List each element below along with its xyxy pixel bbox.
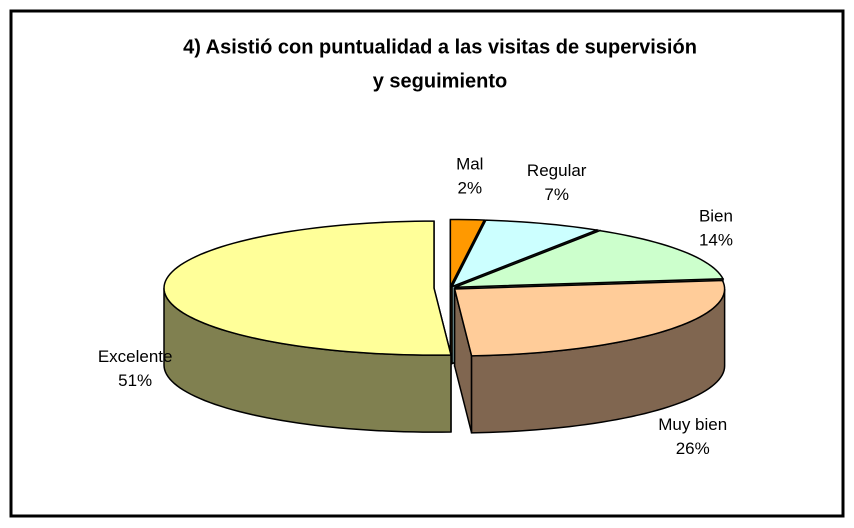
- slice-value-label: 2%: [457, 179, 482, 198]
- slice: [163, 220, 452, 356]
- slice-value-label: 14%: [699, 230, 733, 249]
- chart-title: y seguimiento: [373, 70, 507, 92]
- chart-title: 4) Asistió con puntualidad a las visitas…: [183, 36, 697, 58]
- slice-label: Regular: [527, 161, 587, 180]
- slice: [454, 229, 725, 288]
- pie-tops: [163, 218, 726, 357]
- slice: [449, 218, 486, 287]
- slice-value-label: 7%: [544, 185, 569, 204]
- slice: [450, 219, 600, 289]
- slice-label: Mal: [456, 155, 483, 174]
- slice-label: Muy bien: [658, 415, 727, 434]
- slice-value-label: 51%: [118, 371, 152, 390]
- slice: [453, 279, 726, 357]
- slice-label: Bien: [699, 206, 733, 225]
- slice-value-label: 26%: [676, 439, 710, 458]
- slice-label: Excelente: [98, 347, 173, 366]
